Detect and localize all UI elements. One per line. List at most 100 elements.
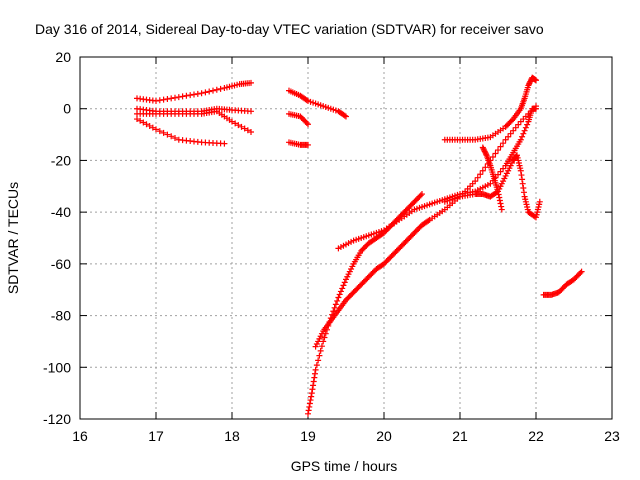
data-point	[520, 130, 527, 137]
data-point	[497, 143, 504, 150]
series-arc8	[305, 191, 425, 417]
x-tick-label: 22	[528, 428, 544, 444]
series-arc10	[335, 105, 539, 252]
data-point	[229, 118, 235, 125]
data-point	[305, 121, 311, 128]
data-point	[244, 127, 251, 134]
y-tick-label: 20	[55, 49, 71, 65]
data-point	[311, 374, 318, 381]
data-point	[310, 378, 317, 385]
data-point	[143, 121, 150, 128]
data-point	[331, 304, 338, 311]
x-tick-label: 18	[224, 428, 240, 444]
data-point	[140, 119, 147, 126]
data-point	[339, 285, 346, 292]
data-point	[474, 174, 481, 181]
data-point	[308, 393, 315, 400]
data-point	[172, 94, 178, 101]
data-point	[164, 96, 171, 103]
data-point	[317, 347, 324, 354]
data-point	[343, 113, 349, 120]
data-point	[520, 189, 527, 196]
data-point	[533, 77, 539, 84]
marker-layer	[134, 74, 585, 417]
data-point	[505, 133, 512, 140]
data-point	[341, 279, 348, 286]
y-tick-label: -20	[51, 152, 71, 168]
x-tick-label: 16	[72, 428, 88, 444]
data-point	[502, 136, 509, 143]
series-arc3	[134, 108, 254, 135]
data-point	[498, 203, 505, 210]
data-point	[487, 180, 494, 187]
data-point	[510, 127, 517, 134]
data-point	[306, 403, 313, 410]
data-point	[232, 120, 239, 127]
data-point	[179, 93, 186, 100]
y-axis-label: SDTVAR / TECUs	[5, 182, 21, 294]
series-arc4	[134, 116, 228, 147]
data-point	[512, 124, 519, 131]
data-point	[497, 168, 504, 175]
x-tick-label: 20	[376, 428, 392, 444]
data-point	[498, 206, 505, 213]
data-point	[508, 117, 515, 124]
data-point	[172, 135, 178, 142]
series-arc1	[134, 79, 254, 104]
data-point	[202, 89, 209, 96]
series-arc6	[286, 110, 311, 128]
data-point	[495, 171, 501, 178]
data-point	[238, 123, 245, 130]
x-tick-label: 21	[452, 428, 468, 444]
data-point	[168, 95, 175, 102]
data-point	[146, 122, 153, 129]
series-arc9	[312, 103, 539, 350]
data-point	[168, 133, 175, 140]
data-point	[517, 167, 524, 174]
series-arc7	[286, 139, 311, 148]
data-point	[235, 122, 242, 129]
data-point	[493, 189, 500, 196]
data-point	[320, 338, 327, 345]
series-arc5	[286, 87, 349, 120]
data-point	[164, 131, 171, 138]
series-arc12	[479, 144, 505, 213]
y-tick-label: -60	[51, 256, 71, 272]
data-point	[156, 128, 163, 135]
data-point	[241, 125, 248, 132]
x-tick-label: 17	[148, 428, 164, 444]
x-tick-label: 19	[300, 428, 316, 444]
data-point	[425, 217, 432, 224]
data-point	[496, 194, 503, 201]
tick-layer: 16 17 18 19 20 21 22 23 -120 -100 -80 -60 -40 -20 0 20	[43, 49, 620, 444]
data-point	[495, 147, 501, 154]
data-point	[303, 97, 310, 104]
data-point	[149, 124, 156, 131]
data-point	[519, 133, 526, 140]
data-point	[308, 390, 315, 397]
series-arc13	[441, 152, 543, 221]
data-point	[316, 352, 323, 359]
data-point	[315, 357, 322, 364]
data-point	[153, 97, 159, 104]
data-point	[334, 297, 341, 304]
plot-frame	[79, 56, 613, 420]
data-point	[217, 85, 224, 92]
data-point	[160, 129, 167, 136]
data-point	[153, 126, 159, 133]
data-point	[175, 94, 182, 101]
data-point	[533, 105, 539, 112]
data-point	[191, 91, 197, 98]
data-point	[337, 288, 344, 295]
data-point	[198, 90, 205, 97]
data-point	[517, 136, 524, 143]
data-point	[311, 370, 318, 377]
data-point	[482, 150, 489, 157]
data-point	[309, 386, 316, 393]
data-point	[340, 282, 347, 289]
data-point	[332, 301, 339, 308]
data-point	[577, 269, 584, 276]
data-point	[341, 112, 348, 119]
data-point	[518, 172, 525, 179]
